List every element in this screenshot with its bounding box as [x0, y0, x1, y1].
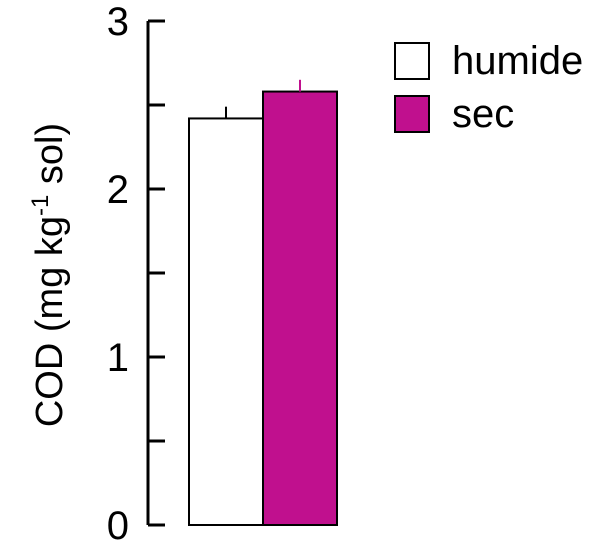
- legend: humide sec: [394, 39, 583, 136]
- y-axis-label-superscript: -1: [27, 195, 54, 216]
- legend-swatch-humide: [394, 42, 430, 80]
- bars: [188, 79, 338, 526]
- bar-humide: [188, 117, 264, 526]
- y-axis-label-end: sol): [29, 123, 71, 195]
- y-axis: 0 1 2 3: [107, 0, 165, 545]
- legend-swatch-sec: [394, 95, 430, 133]
- y-tick-label: 0: [107, 504, 129, 545]
- legend-label-sec: sec: [452, 92, 514, 136]
- bar-sec: [262, 90, 338, 526]
- legend-label-humide: humide: [452, 39, 583, 83]
- y-tick-label: 3: [107, 0, 129, 44]
- y-axis-label-main: COD (mg kg: [29, 216, 71, 427]
- y-tick-label: 2: [107, 168, 129, 212]
- y-axis-label: COD (mg kg-1 sol): [27, 123, 71, 427]
- y-tick-label: 1: [107, 336, 129, 380]
